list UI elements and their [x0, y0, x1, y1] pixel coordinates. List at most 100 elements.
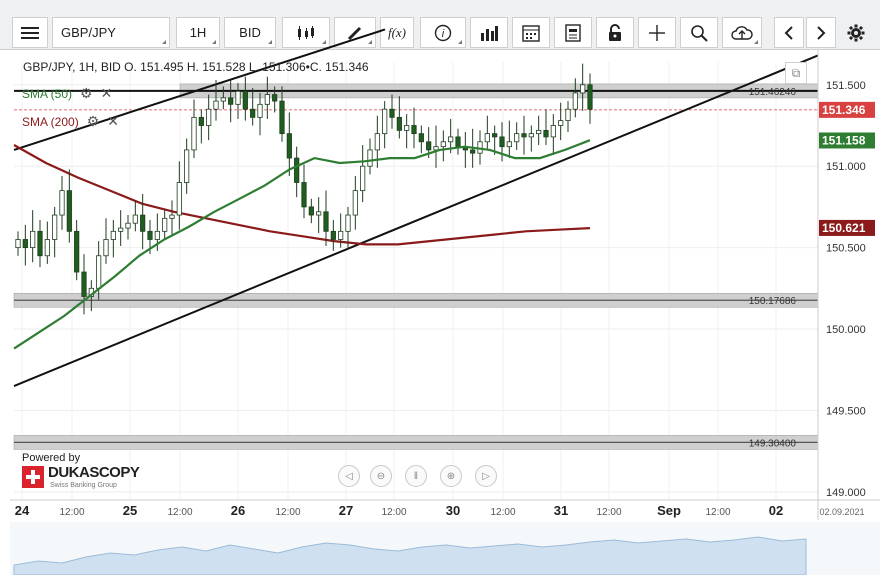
x-axis: 24 12:00 25 12:00 26 12:00 27 12:00 30 12:00 31 12:…	[10, 499, 880, 518]
chart-type-button[interactable]	[282, 17, 330, 48]
candle-body	[206, 108, 212, 126]
side-select[interactable]: BID	[224, 17, 276, 48]
expand-icon[interactable]: ⧉	[785, 62, 807, 84]
reset-zoom-button[interactable]: ‖	[405, 465, 427, 487]
symbol-select[interactable]: GBP/JPY	[52, 17, 170, 48]
report-button[interactable]	[554, 17, 592, 48]
candle-body	[228, 97, 234, 105]
candle-body	[470, 149, 476, 154]
menu-button[interactable]	[12, 17, 48, 48]
candle-body	[220, 97, 226, 102]
calendar-icon	[522, 24, 540, 42]
candle-body	[37, 230, 43, 257]
lock-icon	[609, 23, 621, 41]
candle-body	[118, 227, 124, 232]
candle-body	[455, 136, 461, 148]
zoom-icon	[691, 24, 708, 42]
candle-body	[74, 230, 80, 273]
candle-body	[264, 94, 270, 105]
x-tick-label: 12:00	[167, 507, 192, 518]
gear-icon[interactable]: ⚙	[86, 113, 100, 129]
indicators-button[interactable]: f(x)	[380, 17, 414, 48]
candle-body	[198, 116, 204, 126]
level-label: 150.17686	[749, 296, 797, 307]
calendar-button[interactable]	[512, 17, 550, 48]
close-icon[interactable]: ✕	[107, 113, 119, 129]
candle-body	[506, 141, 512, 148]
sma200-polyline	[13, 144, 591, 246]
document-icon	[565, 23, 581, 42]
x-tick-label: 12:00	[490, 507, 515, 518]
period-label: 1H	[189, 25, 207, 40]
candle-body	[330, 230, 336, 240]
level-label: 151.46246	[749, 87, 797, 98]
cloud-button[interactable]	[722, 17, 762, 48]
zoom-out-icon: ⊖	[376, 470, 386, 482]
crosshair-button[interactable]	[638, 17, 676, 48]
x-tick-label: 31	[554, 503, 568, 518]
candle-body	[162, 217, 168, 232]
gear-icon	[847, 24, 865, 41]
side-label: BID	[239, 25, 261, 40]
candle-body	[382, 108, 388, 135]
candle-body	[301, 182, 307, 208]
symbol-label: GBP/JPY	[61, 25, 116, 40]
candle-body	[257, 103, 263, 118]
pencil-icon	[347, 26, 362, 40]
hamburger-icon	[21, 26, 39, 39]
crosshair-icon	[649, 24, 665, 41]
candle-body	[235, 90, 241, 105]
settings-button[interactable]	[840, 17, 872, 48]
y-tick-label: 151.500	[826, 80, 866, 92]
close-icon[interactable]: ✕	[100, 85, 113, 101]
x-tick-label: 12:00	[59, 507, 84, 518]
candle-body	[514, 133, 520, 143]
candle-body	[59, 190, 65, 216]
candle-body	[396, 116, 402, 131]
nav-prev-button[interactable]: ◁	[338, 465, 360, 487]
candle-body	[169, 214, 175, 219]
x-tick-label: 24	[15, 503, 30, 518]
candle-body	[125, 222, 131, 229]
zoom-out-button[interactable]: ⊖	[370, 465, 392, 487]
price-tag	[819, 132, 875, 149]
zoom-in-button[interactable]: ⊕	[440, 465, 462, 487]
trendline[interactable]	[13, 54, 819, 387]
horizontal-levels[interactable]: 151.46246 150.17686 149.30400	[13, 83, 819, 450]
x-tick-label: 26	[231, 503, 245, 518]
scroll-left-button[interactable]	[774, 17, 804, 48]
candle-body	[15, 239, 21, 249]
gear-icon[interactable]: ⚙	[80, 85, 93, 101]
chevron-left-icon	[784, 25, 793, 40]
x-tick-label: 12:00	[705, 507, 730, 518]
y-tick-label: 149.500	[826, 405, 866, 417]
candle-body	[572, 92, 578, 110]
volume-button[interactable]	[470, 17, 508, 48]
nav-next-button[interactable]: ▷	[475, 465, 497, 487]
price-tag-label: 151.346	[822, 103, 866, 117]
scroll-right-button[interactable]	[806, 17, 836, 48]
sma200-line	[13, 144, 591, 246]
period-select[interactable]: 1H	[176, 17, 220, 48]
trendline[interactable]	[13, 28, 386, 151]
candle-body	[22, 239, 28, 249]
x-tick-label: Sep	[657, 503, 681, 518]
candle-body	[294, 157, 300, 183]
navigator-area	[13, 536, 807, 575]
candle-body	[426, 141, 432, 151]
info-button[interactable]: i	[420, 17, 466, 48]
play-right-icon: ▷	[482, 470, 490, 482]
candle-body	[360, 165, 366, 192]
candle-body	[338, 230, 344, 240]
candle-body	[389, 108, 395, 118]
x-tick-label: 12:00	[275, 507, 300, 518]
trendlines[interactable]	[13, 28, 819, 387]
bar-chart-icon	[481, 25, 498, 41]
zoom-button[interactable]	[680, 17, 718, 48]
lock-button[interactable]	[596, 17, 634, 48]
candle-body	[44, 239, 50, 257]
price-tag-label: 150.621	[822, 221, 866, 235]
candle-body	[521, 133, 527, 138]
navigator[interactable]	[10, 522, 880, 575]
